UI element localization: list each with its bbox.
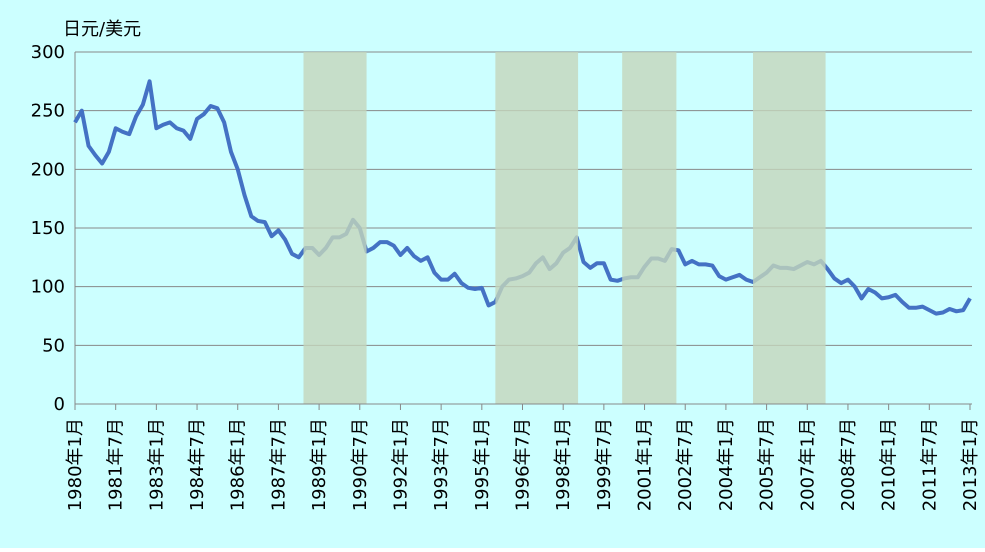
shaded-period xyxy=(303,52,367,404)
y-tick-label: 150 xyxy=(31,218,65,239)
y-tick-label: 300 xyxy=(31,42,65,63)
x-tick-label: 2007年1月 xyxy=(797,418,818,511)
y-axis-title: 日元/美元 xyxy=(63,19,141,40)
x-tick-label: 2008年7月 xyxy=(838,418,859,511)
x-tick-label: 1984年7月 xyxy=(187,418,208,511)
y-tick-label: 200 xyxy=(31,159,65,180)
x-tick-label: 1989年1月 xyxy=(309,418,330,511)
x-tick-label: 2001年1月 xyxy=(635,418,656,511)
x-tick-label: 1998年1月 xyxy=(553,418,574,511)
x-tick-label: 1992年1月 xyxy=(390,418,411,511)
shaded-period xyxy=(495,52,579,404)
shaded-period xyxy=(622,52,677,404)
x-tick-label: 1983年1月 xyxy=(146,418,167,511)
x-tick-label: 1981年7月 xyxy=(106,418,127,511)
x-tick-label: 2010年1月 xyxy=(879,418,900,511)
x-tick-label: 2002年7月 xyxy=(675,418,696,511)
x-tick-label: 1987年7月 xyxy=(268,418,289,511)
y-tick-label: 0 xyxy=(54,394,65,415)
x-tick-label: 1993年7月 xyxy=(431,418,452,511)
x-tick-label: 1995年1月 xyxy=(472,418,493,511)
x-tick-label: 1980年1月 xyxy=(65,418,86,511)
shaded-period xyxy=(753,52,826,404)
x-tick-label: 2005年7月 xyxy=(757,418,778,511)
y-tick-label: 250 xyxy=(31,101,65,122)
x-tick-label: 1986年1月 xyxy=(228,418,249,511)
x-tick-label: 1999年7月 xyxy=(594,418,615,511)
y-tick-label: 100 xyxy=(31,277,65,298)
x-tick-label: 1996年7月 xyxy=(513,418,534,511)
x-tick-label: 1990年7月 xyxy=(350,418,371,511)
x-tick-label: 2011年7月 xyxy=(919,418,940,511)
x-tick-label: 2013年1月 xyxy=(960,418,981,511)
y-tick-label: 50 xyxy=(42,335,65,356)
x-tick-label: 2004年1月 xyxy=(716,418,737,511)
